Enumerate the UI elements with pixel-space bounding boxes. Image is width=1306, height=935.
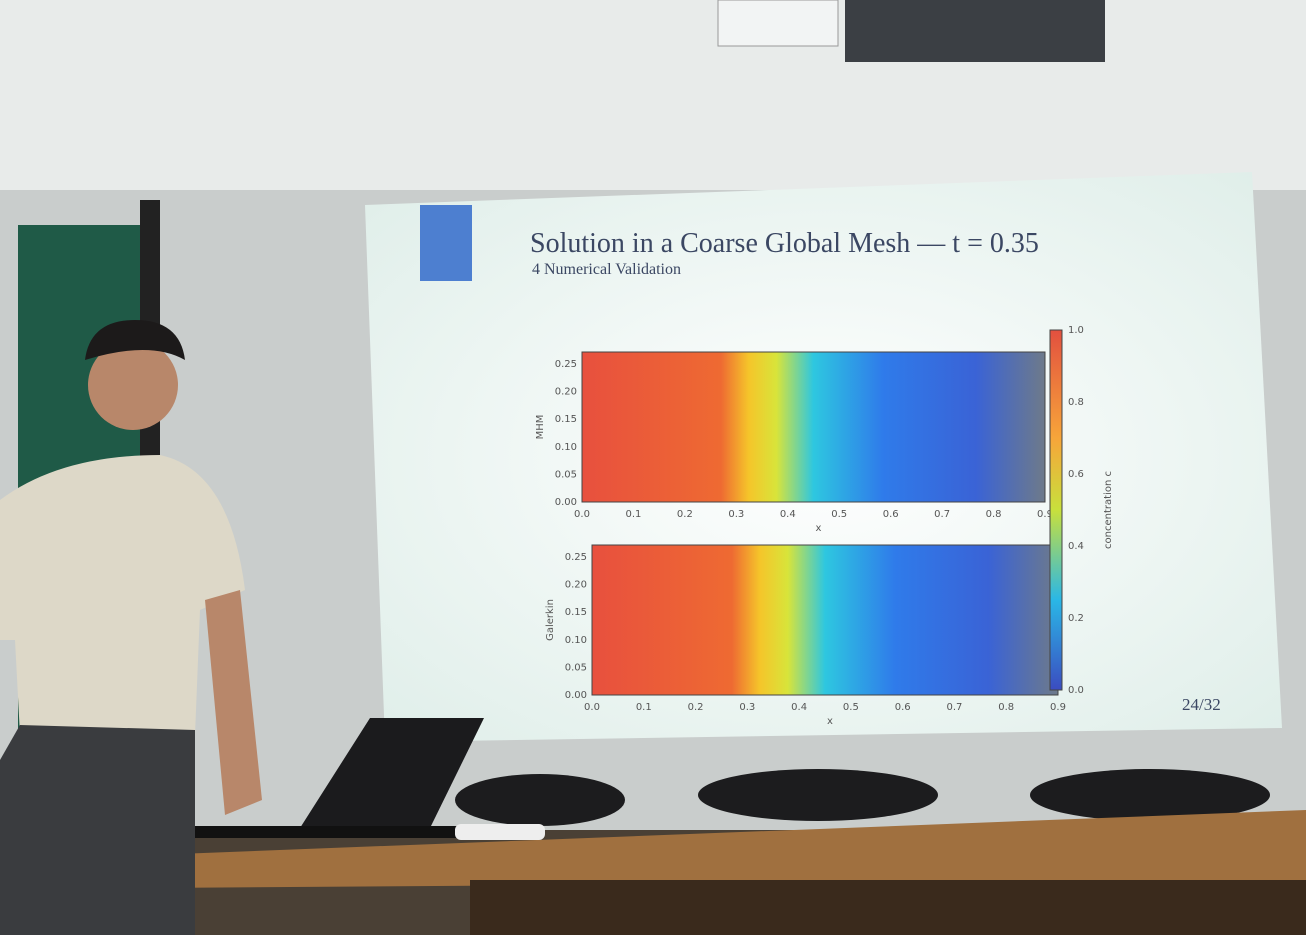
colorbar-tick-label: 0.4 (1068, 541, 1084, 552)
chair (1030, 769, 1270, 821)
x-tick-label: 0.9 (1050, 702, 1066, 713)
heatmap (592, 545, 1058, 695)
x-axis-label: x (816, 523, 822, 534)
person-head (88, 340, 178, 430)
x-tick-label: 0.1 (636, 702, 652, 713)
x-tick-label: 0.8 (998, 702, 1014, 713)
person-jeans (0, 725, 195, 935)
x-tick-label: 0.6 (895, 702, 911, 713)
plots: 0.0 0.1 0.2 0.3 0.4 0.5 0.6 0.7 0.8 0.9 0.00 0.05 0.… (535, 325, 1114, 727)
ceiling-panel (717, 0, 839, 47)
x-tick-label: 0.3 (739, 702, 755, 713)
person-shirt (0, 455, 245, 735)
x-tick-label: 0.6 (883, 509, 899, 520)
y-tick-label: 0.10 (555, 442, 577, 453)
axes-frame (581, 351, 1046, 503)
colorbar-tick-label: 0.6 (1068, 469, 1084, 480)
colorbar-tick-label: 0.2 (1068, 613, 1084, 624)
y-axis-label: MHM (535, 415, 546, 440)
colorbar-tick-label: 0.8 (1068, 397, 1084, 408)
slide-title: Solution in a Coarse Global Mesh — t = 0… (530, 228, 1039, 259)
x-tick-label: 0.7 (934, 509, 950, 520)
y-tick-label: 0.20 (565, 580, 587, 591)
colorbar-tick-label: 1.0 (1068, 325, 1084, 336)
colorbar-label: concentration c (1103, 471, 1114, 549)
y-tick-label: 0.10 (565, 635, 587, 646)
y-tick-label: 0.05 (555, 469, 577, 480)
y-tick-label: 0.15 (565, 607, 587, 618)
y-tick-label: 0.15 (555, 414, 577, 425)
x-tick-label: 0.2 (677, 509, 693, 520)
x-tick-label: 0.0 (574, 509, 590, 520)
y-tick-label: 0.20 (555, 387, 577, 398)
logo (420, 205, 472, 281)
x-tick-label: 0.1 (625, 509, 641, 520)
ceiling (0, 0, 1306, 190)
x-tick-label: 0.2 (688, 702, 704, 713)
desk (152, 810, 1306, 888)
x-tick-label: 0.0 (584, 702, 600, 713)
remote (455, 824, 545, 840)
x-tick-label: 0.7 (946, 702, 962, 713)
y-axis-label: Galerkin (545, 599, 556, 641)
x-tick-label: 0.9 (1037, 509, 1053, 520)
y-tick-label: 0.00 (555, 497, 577, 508)
heatmap (582, 352, 1045, 502)
colorbar (1049, 329, 1063, 691)
x-tick-label: 0.4 (780, 509, 796, 520)
y-tick-label: 0.25 (565, 552, 587, 563)
x-tick-label: 0.4 (791, 702, 807, 713)
y-tick-label: 0.00 (565, 690, 587, 701)
x-tick-label: 0.5 (831, 509, 847, 520)
chair (455, 774, 625, 826)
person-hair (85, 320, 185, 360)
chair (698, 769, 938, 821)
laptop (300, 718, 484, 828)
desk-front (470, 880, 1306, 935)
vent (845, 0, 1105, 62)
x-axis-label: x (827, 716, 833, 727)
x-tick-label: 0.5 (843, 702, 859, 713)
x-tick-label: 0.3 (728, 509, 744, 520)
page-number: 24/32 (1182, 695, 1221, 714)
laptop-base (180, 826, 490, 838)
colorbar-tick-label: 0.0 (1068, 685, 1084, 696)
y-tick-label: 0.25 (555, 359, 577, 370)
person-arm (205, 590, 262, 815)
slide-subtitle: 4 Numerical Validation (532, 261, 681, 278)
y-tick-label: 0.05 (565, 662, 587, 673)
x-tick-label: 0.8 (986, 509, 1002, 520)
